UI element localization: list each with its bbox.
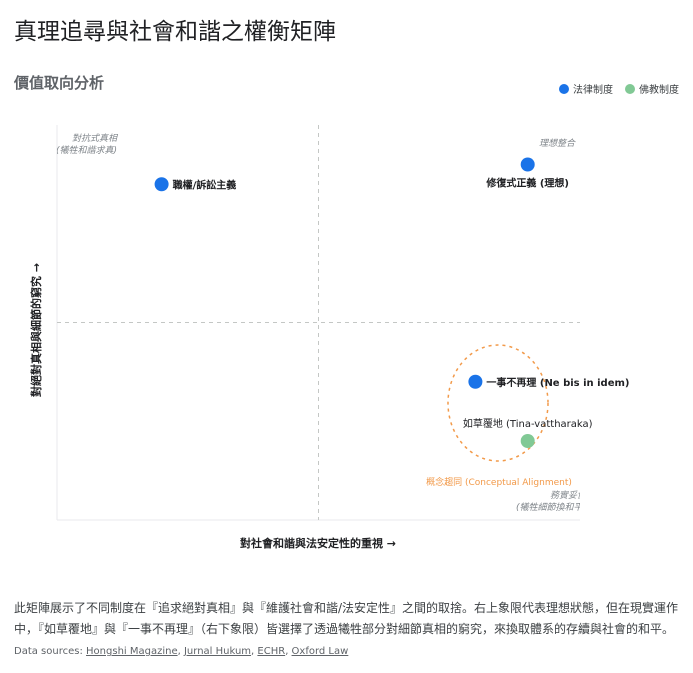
chart-description: 此矩陣展示了不同制度在『追求絕對真相』與『維護社會和諧/法安定性』之間的取捨。右… <box>14 601 679 636</box>
annotation-bottom-right-2: (犧牲細節換和平) <box>516 502 586 513</box>
sources-label: Data sources: <box>14 646 83 657</box>
legend-label: 法律制度 <box>573 85 613 96</box>
data-point-label: 職權/訴訟主義 <box>173 178 237 191</box>
data-point-label: 修復式正義 (理想) <box>485 177 569 190</box>
data-point[interactable] <box>154 177 169 192</box>
highlight-circle <box>447 344 549 462</box>
legend: 法律制度 佛教制度 <box>559 81 679 96</box>
data-point-label: 如草覆地 (Tina-vattharaka) <box>463 417 593 430</box>
legend-dot-icon <box>559 84 569 94</box>
annotation-top-left-2: (犧牲和諧求真) <box>56 145 117 156</box>
data-point-label: 一事不再理 (Ne bis in idem) <box>486 376 629 389</box>
data-point[interactable] <box>468 374 483 389</box>
legend-dot-icon <box>625 84 635 94</box>
x-axis-label: 對社會和諧與法安定性的重視 → <box>240 536 396 550</box>
legend-item-buddhist: 佛教制度 <box>625 81 679 96</box>
legend-item-legal: 法律制度 <box>559 81 613 96</box>
data-point[interactable] <box>520 434 535 448</box>
y-axis-label: 對絕對真相與細節的窮究 → <box>29 263 43 397</box>
source-link[interactable]: Hongshi Magazine <box>86 646 178 657</box>
annotation-top-left-1: 對抗式真相 <box>72 133 119 144</box>
annotation-highlight: 概念趨同 (Conceptual Alignment) <box>426 476 572 488</box>
legend-label: 佛教制度 <box>639 85 679 96</box>
scatter-chart: 對抗式真相 (犧牲和諧求真) 務實妥協 (犧牲細節換和平) 理想整合 概念趨同 … <box>29 125 629 550</box>
source-link[interactable]: Jurnal Hukum <box>183 646 252 657</box>
annotation-bottom-right-1: 務實妥協 <box>550 490 587 501</box>
chart-subtitle: 價值取向分析 <box>14 74 105 92</box>
page-title: 真理追尋與社會和諧之權衡矩陣 <box>14 19 336 45</box>
data-sources: Data sources: Hongshi Magazine, Jurnal H… <box>14 646 349 657</box>
annotation-top-right: 理想整合 <box>539 138 576 149</box>
data-point[interactable] <box>520 157 535 172</box>
source-link[interactable]: Oxford Law <box>291 646 349 657</box>
source-link[interactable]: ECHR <box>257 646 286 657</box>
